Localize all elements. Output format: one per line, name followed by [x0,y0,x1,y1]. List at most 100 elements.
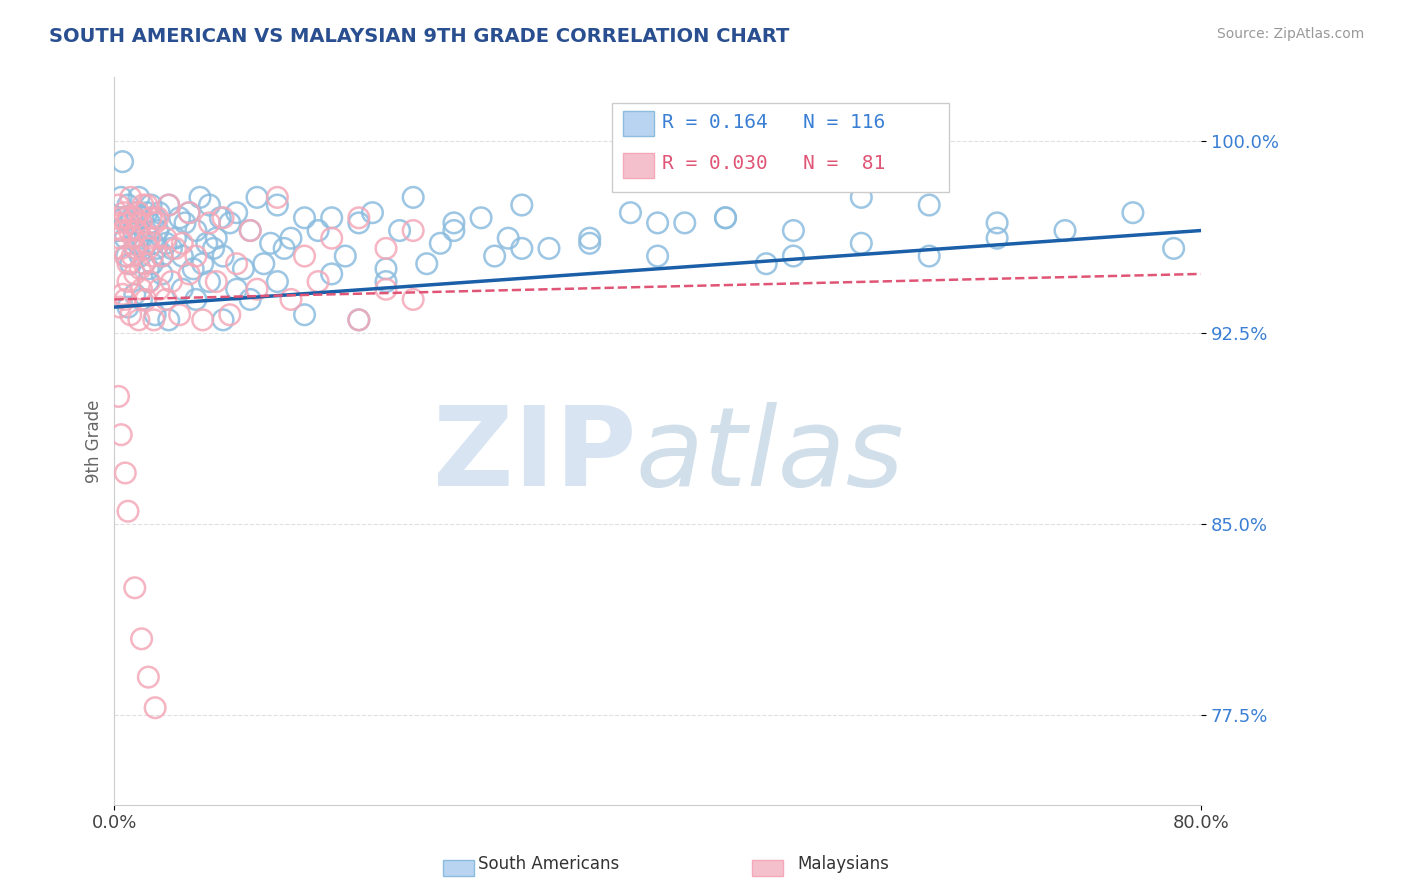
Point [375,275,398,289]
Point [205,231,228,245]
Point [138,241,160,255]
Point [246,190,269,204]
Point [239,293,262,307]
Text: ZIP: ZIP [433,402,636,509]
Point [148,282,170,296]
Point [117,198,139,212]
Point [115,216,138,230]
Point [496,231,519,245]
Point [124,287,146,301]
Point [851,236,873,251]
Point [107,198,129,212]
Point [259,236,281,251]
Point [218,308,240,322]
Point [510,198,533,212]
Point [111,154,134,169]
Point [118,216,141,230]
Point [510,241,533,255]
Point [416,257,439,271]
Point [191,313,214,327]
Point [145,241,167,255]
Point [165,241,187,255]
Point [139,198,162,212]
Point [361,205,384,219]
Point [136,205,159,219]
Point [111,223,134,237]
Text: SOUTH AMERICAN VS MALAYSIAN 9TH GRADE CORRELATION CHART: SOUTH AMERICAN VS MALAYSIAN 9TH GRADE CO… [49,27,790,45]
Point [253,257,276,271]
Point [578,231,600,245]
Point [755,257,778,271]
Point [402,293,425,307]
Point [294,249,316,263]
Point [280,293,302,307]
Point [129,261,152,276]
Point [198,198,221,212]
Point [1053,223,1076,237]
Point [111,287,134,301]
Point [181,261,204,276]
Point [172,236,194,251]
Point [124,241,146,255]
Point [127,236,149,251]
Point [202,241,225,255]
Point [155,236,177,251]
Point [135,223,157,237]
Point [714,211,737,225]
Point [321,267,343,281]
Point [108,231,131,245]
Point [335,249,357,263]
Point [129,249,152,263]
Point [128,313,150,327]
Point [347,216,370,230]
Point [321,211,343,225]
Text: Source: ZipAtlas.com: Source: ZipAtlas.com [1216,27,1364,41]
Point [128,205,150,219]
Point [375,261,398,276]
Point [143,700,166,714]
Point [150,267,173,281]
Point [125,205,148,219]
Point [209,211,232,225]
Point [122,231,145,245]
Point [138,216,160,230]
Point [160,275,183,289]
Text: atlas: atlas [636,402,904,509]
Point [198,216,221,230]
Point [347,211,370,225]
Point [131,632,153,646]
Point [141,249,163,263]
Point [1163,241,1185,255]
Point [851,190,873,204]
Point [184,293,207,307]
Point [128,190,150,204]
Point [273,241,295,255]
Point [141,257,163,271]
Point [443,223,465,237]
Point [198,275,221,289]
Point [110,190,132,204]
Point [143,216,166,230]
Point [225,205,247,219]
Point [375,241,398,255]
Point [121,211,143,225]
Point [1122,205,1144,219]
Point [110,427,132,442]
Point [266,275,288,289]
Point [177,205,200,219]
Point [225,282,247,296]
Point [169,211,191,225]
Point [673,216,696,230]
Point [443,216,465,230]
Point [155,293,177,307]
Point [619,205,641,219]
Point [138,670,160,684]
Point [131,231,153,245]
Point [155,231,177,245]
Point [135,236,157,251]
Point [124,267,146,281]
Point [142,313,165,327]
Point [169,308,191,322]
Point [347,313,370,327]
Point [127,223,149,237]
